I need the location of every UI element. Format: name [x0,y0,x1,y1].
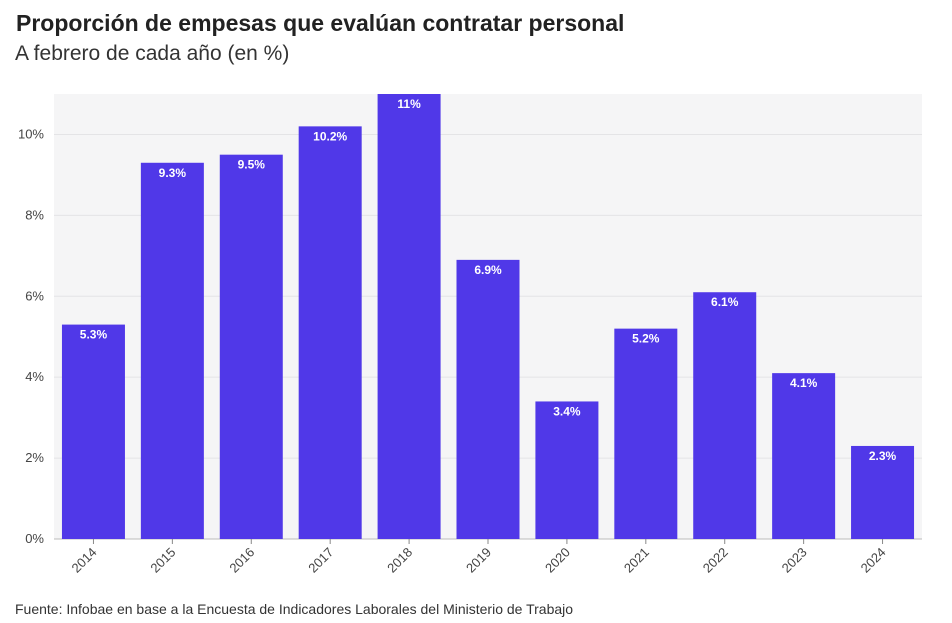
bar-value-label: 9.3% [159,166,187,180]
bar-value-label: 6.9% [474,263,502,277]
x-axis-ticks: 2014 2015 2016 2017 2018 2019 2020 2021 2022 2023… [69,539,889,576]
bar-value-label: 4.1% [790,376,818,390]
x-tick-label: 2015 [147,545,178,576]
bar-2023 [772,373,836,539]
y-tick-label: 6% [25,288,44,303]
bar-value-label: 5.2% [632,332,660,346]
bar-value-label: 2.3% [869,449,897,463]
bar-2019 [456,259,520,539]
bar-2016 [219,154,283,539]
bar-value-label: 5.3% [80,328,108,342]
bar-labels: 5.3% 9.3% 9.5% 10.2% 11% 6.9% 3.4% 5.2% 6.1% 4.1%… [80,97,897,463]
bar-value-label: 3.4% [553,404,581,418]
bar-2024 [851,445,915,539]
source-note: Fuente: Infobae en base a la Encuesta de… [15,601,574,617]
bar-2014 [61,324,125,539]
bar-value-label: 10.2% [313,129,347,143]
x-tick-label: 2021 [621,545,652,576]
bar-chart: 0% 2% 4% 6% 8% 10% 5.3% 9.3% 9.5% 10.2% 11% 6.9% 3.… [18,94,922,576]
x-tick-label: 2019 [463,545,494,576]
x-tick-label: 2022 [700,545,731,576]
bar-2020 [535,401,599,539]
x-tick-label: 2023 [779,545,810,576]
x-tick-label: 2020 [542,545,573,576]
y-tick-label: 4% [25,369,44,384]
x-tick-label: 2016 [226,545,257,576]
bar-2017 [298,126,362,539]
y-tick-label: 8% [25,207,44,222]
y-tick-label: 2% [25,450,44,465]
bar-value-label: 9.5% [238,158,266,172]
x-tick-label: 2014 [69,545,100,576]
bar-value-label: 6.1% [711,295,739,309]
bar-2022 [693,292,757,539]
chart-subtitle: A febrero de cada año (en %) [15,42,290,65]
x-tick-label: 2024 [858,545,889,576]
bar-2015 [140,162,204,540]
bar-2021 [614,328,678,539]
chart-title: Proporción de empesas que evalúan contra… [16,10,625,36]
y-tick-label: 0% [25,531,44,546]
x-tick-label: 2017 [305,545,336,576]
y-axis-ticks: 0% 2% 4% 6% 8% 10% [18,126,44,546]
bar-2018 [377,94,441,539]
bars [61,94,915,540]
bar-value-label: 11% [397,97,421,111]
y-tick-label: 10% [18,126,44,141]
x-tick-label: 2018 [384,545,415,576]
